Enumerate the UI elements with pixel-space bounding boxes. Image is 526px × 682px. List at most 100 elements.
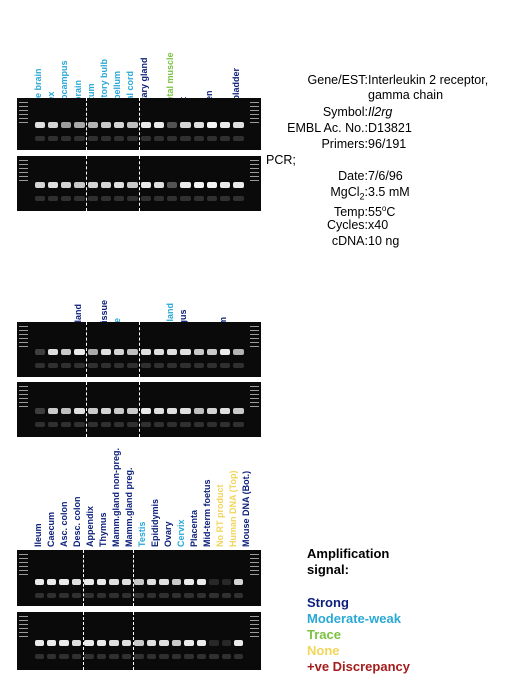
lane-label: Mamm.gland preg.	[124, 467, 134, 547]
gel-band	[34, 122, 45, 128]
legend-trace: Trace	[307, 627, 341, 642]
gel-smear	[171, 654, 182, 659]
gel-band	[46, 579, 57, 585]
gel-band	[127, 122, 138, 128]
gel-smear	[114, 196, 125, 201]
lane-label: Ovary	[163, 521, 173, 547]
gel-band	[74, 182, 85, 188]
lane-label: Ileum	[33, 523, 43, 547]
lane-label: Epididymis	[150, 498, 160, 547]
mgcl-row: MgCl2:3.5 mM	[266, 185, 410, 204]
gel-smear	[206, 422, 217, 427]
lane-label: Asc. colon	[59, 501, 69, 547]
gene-value-2: gamma chain	[368, 88, 444, 102]
date-value: 7/6/96	[368, 169, 403, 183]
ladder-lane	[19, 102, 28, 146]
legend-moderate-weak: Moderate-weak	[307, 611, 401, 626]
gel-band	[159, 640, 169, 646]
gel-band	[47, 122, 58, 128]
temp-unit: C	[386, 205, 396, 220]
gel-smear	[127, 363, 138, 368]
lane-divider	[139, 156, 140, 211]
gel-smear	[234, 593, 244, 598]
gel-smear	[47, 136, 58, 141]
pcr-row: PCR;	[266, 153, 296, 167]
gel-band	[74, 122, 85, 128]
mgcl-key-text: MgCl	[330, 185, 360, 199]
gel-smear	[140, 136, 151, 141]
mgcl-key: MgCl2:	[266, 185, 368, 204]
lane-label: Thymus	[98, 512, 108, 547]
gel-band	[167, 349, 178, 355]
panel2-gel-top	[17, 322, 261, 377]
legend-title-line1: Amplification	[307, 546, 390, 561]
gel-band	[114, 408, 125, 414]
gel-band	[87, 408, 98, 414]
gel-smear	[233, 422, 244, 427]
gel-band	[140, 349, 151, 355]
lane-label: Mouse DNA (Bot.)	[241, 470, 251, 547]
gel-band	[206, 122, 217, 128]
gel-smear	[184, 654, 194, 659]
gel-band	[109, 640, 119, 646]
gel-band	[196, 640, 207, 646]
gel-band	[74, 349, 85, 355]
gel-smear	[209, 654, 219, 659]
panel3-gel-bottom	[17, 612, 261, 670]
gel-band	[59, 579, 69, 585]
gel-band	[34, 579, 44, 585]
gel-band	[206, 182, 217, 188]
gel-band	[234, 579, 244, 585]
gel-smear	[34, 136, 45, 141]
gel-band	[193, 349, 204, 355]
gel-band	[47, 349, 58, 355]
ladder-lane	[250, 160, 259, 207]
lane-label: Mid-term foetus	[202, 479, 212, 548]
gene-row: Gene/EST:Interleukin 2 receptor,	[266, 73, 489, 87]
gel-band	[109, 579, 119, 585]
symbol-value: Il2rg	[368, 105, 393, 119]
gel-smear	[74, 363, 85, 368]
gel-band	[159, 579, 169, 585]
symbol-key: Symbol:	[322, 105, 368, 119]
gel-smear	[159, 593, 169, 598]
ladder-lane	[250, 616, 259, 666]
gel-smear	[87, 422, 98, 427]
gel-band	[171, 579, 182, 585]
gel-band	[221, 579, 232, 585]
ladder-lane	[19, 386, 28, 433]
gel-smear	[34, 654, 44, 659]
date-key: Date:	[338, 169, 368, 183]
lane-divider	[139, 98, 140, 150]
gel-band	[140, 408, 151, 414]
cycles-key: Cycles:	[327, 218, 368, 232]
gel-smear	[233, 136, 244, 141]
mgcl-value: 3.5 mM	[368, 185, 410, 199]
gel-band	[61, 122, 72, 128]
gel-band	[61, 408, 72, 414]
gel-smear	[220, 363, 231, 368]
cycles-value: x40	[368, 218, 389, 232]
gel-smear	[167, 136, 178, 141]
gel-band	[233, 349, 244, 355]
gel-band	[180, 122, 191, 128]
gel-band	[100, 349, 111, 355]
gel-band	[87, 349, 98, 355]
lane-divider	[86, 98, 87, 150]
temp-value-num: 55	[368, 205, 382, 220]
gel-band	[180, 182, 191, 188]
gel-band	[87, 122, 98, 128]
ladder-lane	[250, 102, 259, 146]
gel-band	[233, 408, 244, 414]
gel-band	[193, 408, 204, 414]
gel-band	[233, 182, 244, 188]
gel-band	[167, 182, 178, 188]
legend-title: Amplification signal:	[307, 546, 389, 578]
gel-smear	[180, 422, 191, 427]
legend-none: None	[307, 643, 340, 658]
gel-smear	[140, 363, 151, 368]
gel-smear	[109, 654, 119, 659]
gel-band	[180, 349, 191, 355]
embl-row: EMBL Ac. No.:D13821	[266, 121, 412, 135]
gel-smear	[167, 196, 178, 201]
